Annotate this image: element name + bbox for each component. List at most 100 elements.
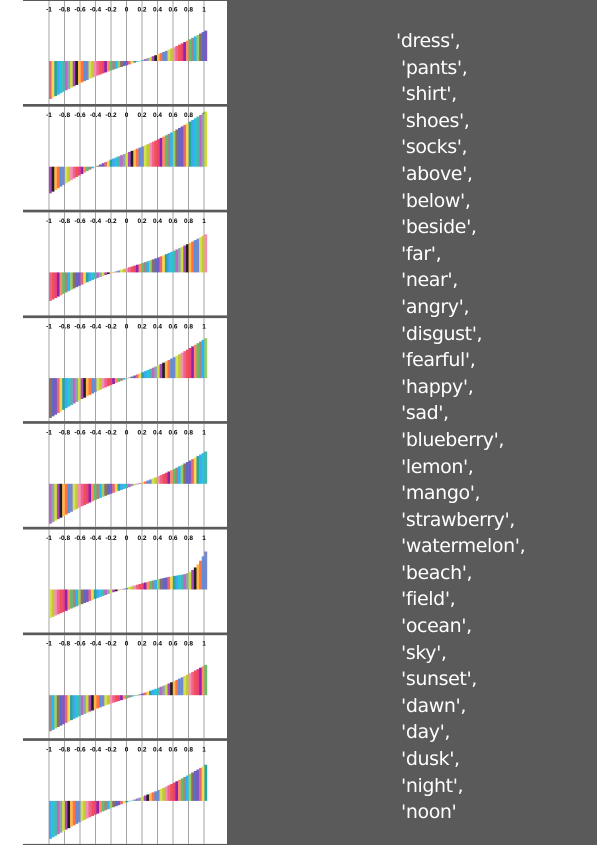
bar bbox=[178, 466, 181, 484]
bar bbox=[75, 483, 79, 509]
bar bbox=[143, 371, 147, 379]
bar bbox=[164, 50, 168, 61]
bar bbox=[133, 149, 137, 167]
bar bbox=[59, 378, 63, 412]
bar bbox=[180, 464, 184, 484]
bar bbox=[178, 248, 181, 273]
bar bbox=[56, 272, 60, 297]
bar bbox=[64, 589, 68, 611]
bar bbox=[70, 378, 73, 406]
bar bbox=[49, 61, 52, 99]
bar bbox=[138, 147, 142, 167]
bar bbox=[141, 263, 144, 273]
bar bbox=[151, 367, 155, 379]
bar bbox=[175, 781, 179, 801]
bar bbox=[101, 163, 105, 167]
tick-label: -0.8 bbox=[59, 218, 71, 225]
bar bbox=[175, 355, 179, 379]
bar bbox=[135, 483, 139, 485]
tick-label: -0.6 bbox=[74, 641, 86, 648]
bar bbox=[104, 800, 108, 811]
bar bbox=[201, 666, 205, 696]
bar bbox=[114, 695, 118, 702]
tick-label: -0.2 bbox=[105, 218, 117, 225]
bar bbox=[56, 695, 60, 728]
tick-label: -0.6 bbox=[74, 535, 86, 542]
bar bbox=[135, 798, 139, 801]
tick-label: 0.2 bbox=[137, 429, 146, 436]
tick-label: 0.4 bbox=[153, 218, 162, 225]
tick-label: 0.8 bbox=[184, 324, 193, 331]
bar bbox=[162, 51, 166, 61]
tick-label: 0.2 bbox=[137, 746, 146, 753]
tick-label: 0.4 bbox=[153, 429, 162, 436]
bar bbox=[170, 132, 173, 167]
bar bbox=[101, 272, 105, 276]
bar bbox=[204, 30, 208, 61]
bar bbox=[138, 373, 142, 379]
tick-label: 1 bbox=[202, 7, 206, 14]
bar bbox=[162, 362, 166, 379]
bar bbox=[77, 589, 81, 606]
tick-label: -0.6 bbox=[74, 218, 86, 225]
bar bbox=[56, 166, 60, 189]
bar bbox=[75, 272, 79, 288]
bar bbox=[96, 695, 100, 709]
tick-label: 0.6 bbox=[168, 746, 177, 753]
bar bbox=[204, 764, 208, 801]
bar bbox=[146, 691, 150, 696]
bar bbox=[149, 581, 152, 590]
bar bbox=[67, 166, 71, 182]
bar bbox=[204, 451, 208, 484]
bar bbox=[159, 788, 163, 801]
tick-label: -1 bbox=[46, 429, 52, 436]
bar bbox=[196, 238, 200, 273]
bar bbox=[149, 368, 152, 379]
bar bbox=[201, 766, 205, 801]
word-item: 'field', bbox=[401, 588, 456, 611]
bar bbox=[201, 32, 205, 61]
bar bbox=[80, 61, 84, 83]
bar bbox=[185, 674, 189, 696]
bar bbox=[49, 483, 52, 524]
word-item: 'below', bbox=[401, 189, 471, 212]
bar bbox=[135, 374, 139, 379]
bar bbox=[149, 793, 152, 801]
bar bbox=[54, 483, 58, 521]
bar bbox=[122, 61, 126, 67]
bar bbox=[106, 378, 110, 387]
bar bbox=[180, 246, 184, 273]
bar bbox=[70, 166, 73, 181]
bar bbox=[85, 695, 89, 713]
bar bbox=[85, 166, 89, 172]
bar bbox=[199, 341, 202, 379]
tick-label: -0.2 bbox=[105, 324, 117, 331]
tick-label: -0.4 bbox=[90, 112, 102, 119]
bar bbox=[62, 378, 65, 410]
bar bbox=[125, 268, 129, 273]
bar bbox=[135, 61, 139, 62]
bar bbox=[172, 47, 176, 61]
bar bbox=[72, 800, 76, 826]
bar bbox=[133, 265, 137, 273]
bar bbox=[75, 695, 79, 718]
bar bbox=[70, 589, 73, 609]
bar bbox=[59, 800, 63, 833]
bar bbox=[54, 272, 58, 299]
bar bbox=[99, 695, 102, 708]
word-item: 'lemon', bbox=[401, 455, 474, 478]
bar bbox=[191, 459, 195, 484]
bar bbox=[109, 61, 113, 71]
tick-label: -0.8 bbox=[59, 324, 71, 331]
bar bbox=[62, 800, 65, 832]
bar bbox=[106, 61, 110, 72]
bar bbox=[62, 166, 65, 185]
bar bbox=[125, 587, 129, 590]
chart-panel-6: -1 -0.8 -0.6 -0.4 -0.2 0 0.2 0.4 0.6 0.8 1 bbox=[23, 529, 227, 633]
bar bbox=[91, 800, 94, 816]
bar bbox=[199, 454, 202, 484]
word-item: 'dress', bbox=[396, 30, 461, 52]
tick-label: -0.4 bbox=[90, 324, 102, 331]
bar bbox=[104, 378, 108, 388]
bar bbox=[80, 589, 84, 605]
